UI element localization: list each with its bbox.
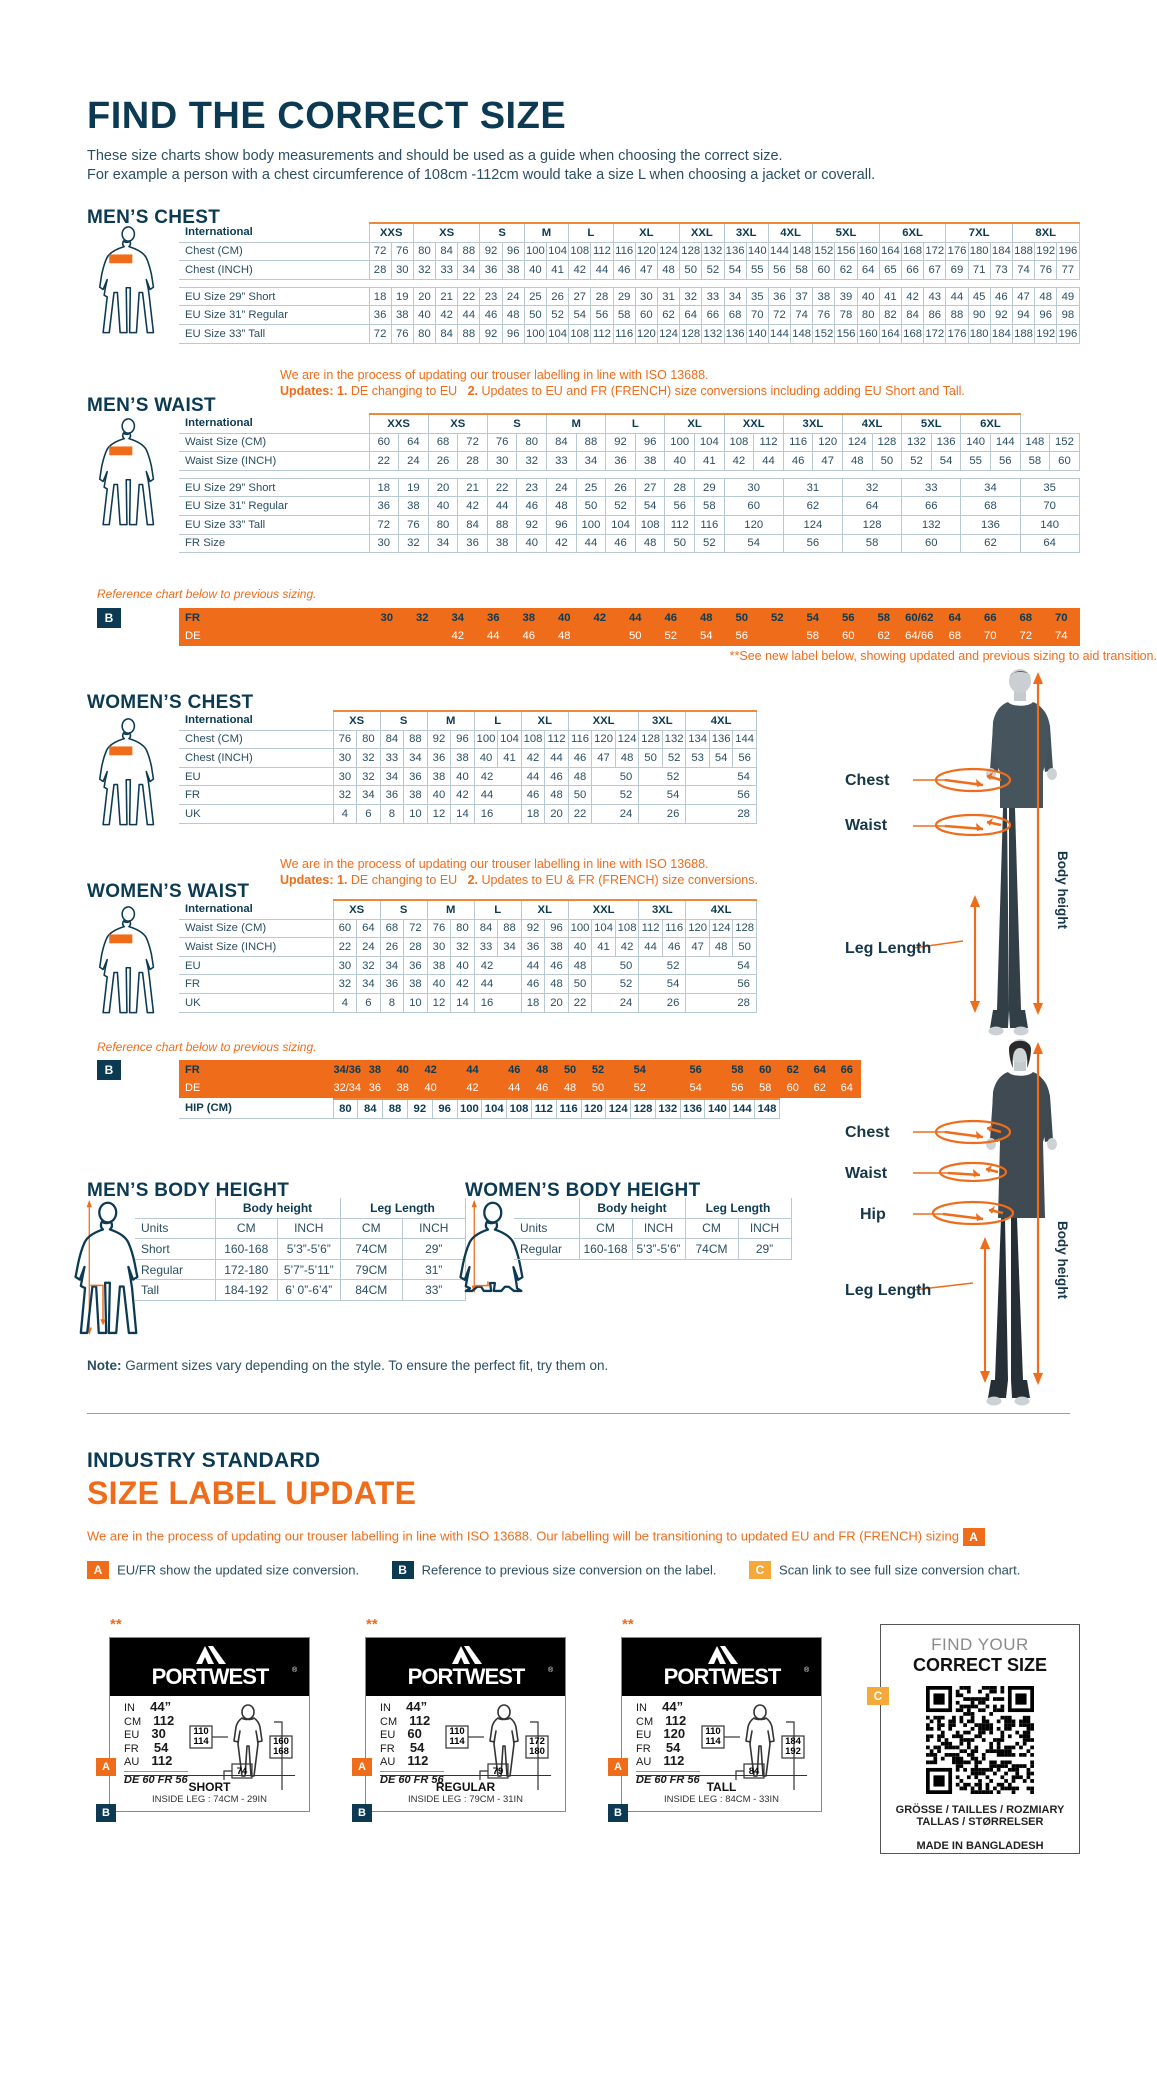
svg-text:®: ®: [292, 1666, 298, 1674]
svg-text:PORTWEST: PORTWEST: [152, 1664, 270, 1689]
svg-text:PORTWEST: PORTWEST: [664, 1664, 782, 1689]
svg-text:®: ®: [548, 1666, 554, 1674]
svg-text:Waist: Waist: [845, 1165, 888, 1182]
svg-text:Chest: Chest: [845, 772, 890, 789]
svg-text:Waist: Waist: [845, 817, 888, 834]
svg-text:114: 114: [705, 1736, 721, 1747]
svg-text:180: 180: [529, 1746, 545, 1757]
svg-text:192: 192: [785, 1746, 801, 1757]
svg-text:®: ®: [804, 1666, 810, 1674]
svg-text:Leg Length: Leg Length: [845, 940, 931, 957]
svg-text:Chest: Chest: [845, 1124, 890, 1141]
svg-text:PORTWEST: PORTWEST: [408, 1664, 526, 1689]
svg-text:Body height: Body height: [1055, 851, 1070, 929]
svg-text:Leg Length: Leg Length: [845, 1282, 931, 1299]
svg-text:Hip: Hip: [860, 1206, 886, 1223]
svg-text:114: 114: [193, 1736, 209, 1747]
svg-text:168: 168: [273, 1746, 289, 1757]
svg-text:114: 114: [449, 1736, 465, 1747]
svg-text:Body height: Body height: [1055, 1221, 1070, 1299]
